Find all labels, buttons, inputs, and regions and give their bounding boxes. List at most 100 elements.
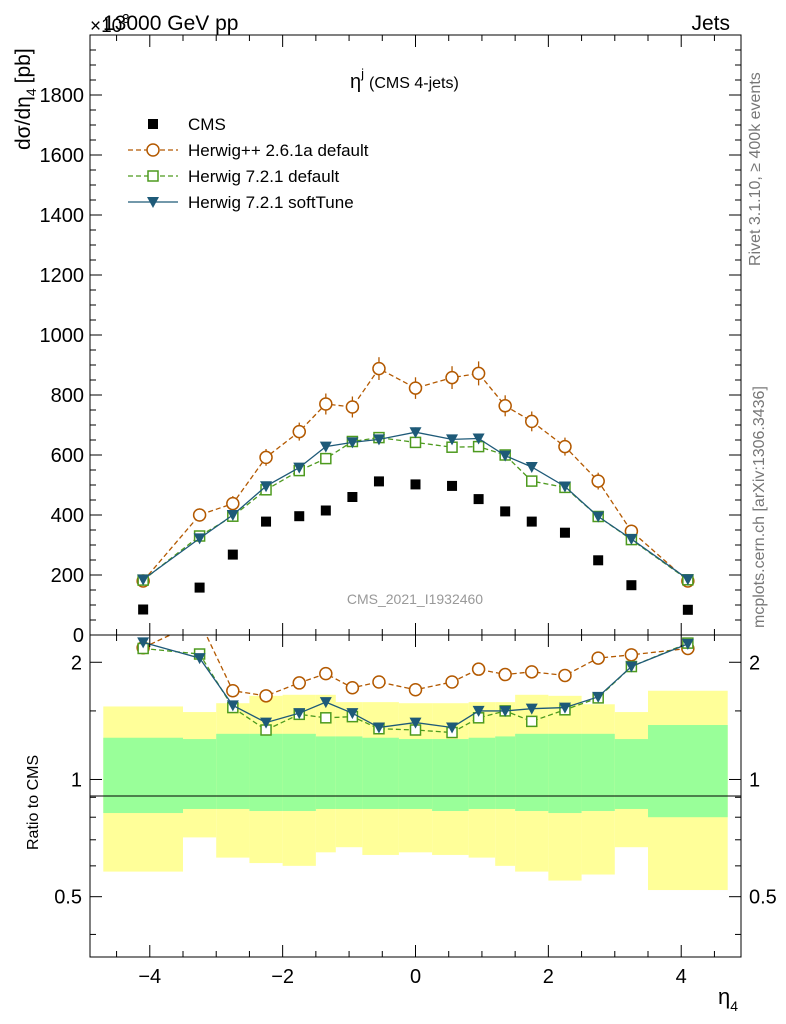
ratio-y-tick-label-right: 2	[749, 652, 760, 674]
header-left-label: 13000 GeV pp	[103, 12, 238, 35]
main-point	[373, 476, 384, 487]
ratio-point	[226, 683, 240, 698]
main-point	[260, 481, 273, 493]
ratio-point	[525, 665, 539, 679]
ratio-point	[259, 689, 273, 703]
main-y-tick-label: 600	[51, 445, 84, 467]
main-point	[193, 533, 206, 545]
main-point	[409, 436, 422, 449]
x-tick-label: −4	[138, 966, 161, 988]
x-ticks: −4 −2 0 2 4	[116, 35, 715, 988]
header-right-label: Jets	[691, 12, 730, 35]
ratio-frame	[89, 634, 742, 958]
main-point	[445, 370, 459, 385]
main-y-ticks: 0 200 400 600 800 1000 1200 1400 1600 1800	[40, 49, 741, 647]
main-point	[294, 511, 305, 522]
main-point	[409, 427, 422, 439]
main-point	[293, 462, 306, 474]
ratio-inner-band	[216, 733, 250, 809]
main-point	[499, 450, 512, 462]
ratio-point	[193, 653, 206, 665]
ratio-point	[681, 638, 694, 650]
ratio-point	[558, 668, 572, 683]
ratio-point	[624, 648, 639, 662]
ratio-point	[471, 662, 486, 676]
main-point	[526, 516, 537, 527]
legend-label: Herwig 7.2.1 softTune	[188, 193, 354, 212]
ratio-inner-band	[548, 733, 582, 814]
main-y-tick-label: 1400	[40, 205, 85, 227]
main-point	[473, 494, 484, 505]
mcplots-label: mcplots.cern.ch [arXiv:1306.3436]	[751, 386, 768, 628]
main-point	[259, 450, 273, 465]
main-y-tick-label: 1600	[40, 145, 85, 167]
ratio-point	[372, 675, 386, 689]
ratio-series-group	[136, 635, 695, 739]
x-axis-label: η4	[718, 984, 738, 1014]
x-tick-label: 0	[410, 966, 421, 988]
main-point	[319, 441, 332, 453]
main-point	[192, 508, 207, 522]
ratio-point	[409, 717, 422, 729]
ratio-inner-band	[183, 739, 217, 809]
ratio-y-tick-label-right: 0.5	[749, 887, 777, 909]
main-y-tick-label: 800	[51, 385, 84, 407]
exponent-label: ×103	[90, 11, 129, 37]
x-tick-label: 4	[676, 966, 687, 988]
main-point	[558, 439, 572, 454]
main-y-tick-label: 200	[51, 565, 84, 587]
ratio-inner-band	[468, 737, 496, 809]
main-panel: ηj(CMS 4-jets) CMS_2021_I1932460 dσ/dη4[…	[12, 34, 742, 647]
main-point	[319, 397, 333, 411]
ratio-inner-band	[335, 736, 363, 809]
ratio-series-1	[136, 635, 695, 703]
ratio-inner-band	[282, 733, 316, 811]
ratio-inner-band	[515, 733, 549, 811]
ratio-point	[260, 717, 273, 729]
main-point	[498, 399, 512, 413]
ratio-point	[346, 708, 359, 720]
ratio-y-tick-label: 0.5	[54, 887, 82, 909]
main-series-4	[137, 427, 694, 586]
ratio-panel: 0.5 0.5 1 1 2 2 −4 −2 0 2 4 Ratio to CMS η4	[25, 35, 777, 1014]
ratio-point	[319, 666, 333, 681]
main-point	[558, 481, 571, 493]
main-series-line	[142, 436, 689, 581]
main-point	[525, 414, 539, 429]
legend-label: CMS	[188, 115, 226, 134]
main-point	[446, 434, 459, 446]
ratio-point	[137, 637, 150, 649]
main-point	[471, 366, 486, 381]
ratio-inner-band	[103, 737, 183, 814]
legend-label: Herwig 7.2.1 default	[188, 167, 339, 186]
legend: CMS Herwig++ 2.6.1a default Herwig 7.2.1 d…	[128, 115, 369, 212]
main-point	[372, 434, 385, 446]
main-y-tick-label: 1200	[40, 265, 85, 287]
main-y-tick-label: 400	[51, 505, 84, 527]
main-point	[592, 511, 605, 523]
ratio-point	[408, 683, 423, 697]
legend-marker	[147, 197, 159, 208]
main-point	[194, 582, 205, 593]
legend-marker	[148, 119, 158, 129]
main-point	[226, 496, 240, 511]
ratio-y-tick-label: 1	[71, 769, 82, 791]
ratio-inner-band	[648, 725, 728, 818]
ratio-point	[293, 708, 306, 720]
ratio-point	[292, 676, 306, 690]
ratio-y-tick-label-right: 1	[749, 769, 760, 791]
x-tick-label: −2	[271, 966, 294, 988]
main-series-3	[137, 431, 694, 586]
main-point	[591, 474, 605, 488]
ratio-inner-band	[495, 736, 516, 809]
main-point	[682, 604, 693, 615]
main-y-tick-label: 1000	[40, 325, 85, 347]
ratio-point	[591, 651, 605, 665]
ratio-inner-band	[614, 739, 648, 809]
legend-marker	[147, 170, 159, 182]
ratio-inner-band	[581, 733, 615, 811]
legend-marker	[146, 143, 160, 157]
ratio-point	[446, 722, 459, 734]
ratio-point	[525, 703, 538, 715]
